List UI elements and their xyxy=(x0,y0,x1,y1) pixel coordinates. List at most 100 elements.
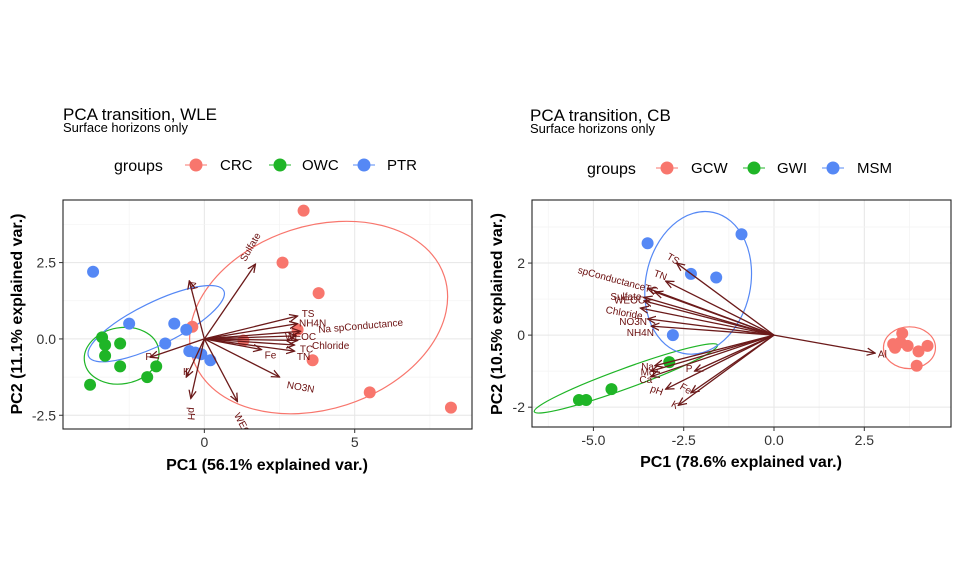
wle-point-owc xyxy=(114,337,127,350)
cb-panel-border xyxy=(531,199,952,428)
cb-loading-arrow xyxy=(655,334,775,366)
wle-loading-label: Al xyxy=(186,280,199,291)
wle-loading-arrow xyxy=(189,281,205,340)
wle-loading-arrow xyxy=(204,339,297,341)
cb-ellipse-gcw xyxy=(882,326,937,370)
cb-y-tick-label: -2 xyxy=(513,399,526,415)
wle-point-crc xyxy=(363,386,376,399)
wle-legend-key-crc: CRC xyxy=(185,157,253,174)
cb-loading-arrow xyxy=(644,301,775,336)
cb-loading-arrow xyxy=(773,334,875,353)
cb-legend: groups GCW GWI MSM xyxy=(587,160,892,178)
wle-point-owc xyxy=(84,378,97,391)
cb-x-tick-label: -5.0 xyxy=(581,432,605,448)
wle-loading-arrow xyxy=(204,338,279,377)
cb-title: PCA transition, CB xyxy=(530,106,671,125)
wle-point-crc xyxy=(276,256,289,269)
cb-point-gwi xyxy=(580,393,593,406)
wle-loading-label: pH xyxy=(185,407,197,421)
wle-point-crc xyxy=(312,287,325,300)
wle-panel: PCA transition, WLE Surface horizons onl… xyxy=(9,105,473,474)
cb-ellipse-msm xyxy=(644,210,753,355)
cb-x-tick-label: 2.5 xyxy=(855,432,875,448)
cb-loading-label: P xyxy=(686,364,693,375)
wle-loading-arrow xyxy=(204,324,297,340)
cb-loading-label: TC xyxy=(643,283,659,297)
wle-loading-arrow xyxy=(204,336,296,339)
wle-point-crc xyxy=(444,401,457,414)
wle-point-ptr xyxy=(123,317,136,330)
wle-y-axis-title: PC2 (11.1% explained var.) xyxy=(9,214,26,415)
cb-loading-label: NH4N xyxy=(627,328,654,339)
cb-loading-label: Fe xyxy=(678,382,694,398)
wle-loading-label: NO3N xyxy=(286,380,315,396)
wle-loading-arrow xyxy=(204,331,300,340)
cb-legend-label-gcw: GCW xyxy=(691,160,729,177)
wle-point-crc xyxy=(297,204,310,217)
wle-loading-arrow xyxy=(203,338,237,402)
wle-legend-key-ptr: PTR xyxy=(353,157,417,174)
wle-point-ptr xyxy=(159,337,172,350)
wle-loading-arrow xyxy=(186,338,205,377)
wle-panel-background xyxy=(63,200,472,429)
wle-legend-label-owc: OWC xyxy=(302,157,339,174)
wle-loading-arrow xyxy=(204,338,294,351)
cb-loading-label: K xyxy=(669,399,681,412)
cb-loading-label: Mg xyxy=(641,368,655,379)
wle-y-tick-label: 2.5 xyxy=(37,255,57,271)
wle-loading-label: TN xyxy=(297,352,310,363)
cb-point-msm xyxy=(641,237,654,250)
cb-loading-arrow xyxy=(651,334,775,371)
wle-x-tick-label: 0 xyxy=(200,434,208,450)
cb-loading-label: Na xyxy=(641,362,654,373)
wle-ellipse-owc xyxy=(83,326,160,385)
wle-y-tick-label: -2.5 xyxy=(32,407,56,423)
wle-loading-arrow xyxy=(204,338,294,345)
wle-loading-label: NH4N xyxy=(299,318,326,329)
wle-loading-label: Fe xyxy=(265,350,277,361)
cb-plot-area: TSTNspConductanceTCSulfateWEOCChlorideNO… xyxy=(513,199,952,448)
cb-plot-contents: TSTNspConductanceTCSulfateWEOCChlorideNO… xyxy=(533,210,937,414)
cb-y-axis-title: PC2 (10.5% explained var.) xyxy=(489,213,506,415)
cb-x-tick-label: 0.0 xyxy=(764,432,784,448)
cb-loading-label: Sulfate xyxy=(610,292,642,303)
cb-x-axis-title: PC1 (78.6% explained var.) xyxy=(640,454,842,471)
wle-point-owc xyxy=(114,360,127,373)
wle-legend-label-crc: CRC xyxy=(220,157,253,174)
cb-loading-arrow xyxy=(666,334,775,389)
cb-y-tick-label: 0 xyxy=(517,327,525,343)
cb-point-gcw xyxy=(910,359,923,372)
wle-y-tick-label: 0.0 xyxy=(37,331,57,347)
cb-loading-arrow xyxy=(666,281,775,336)
wle-loading-label: P xyxy=(145,352,152,363)
wle-title: PCA transition, WLE xyxy=(63,105,217,124)
cb-point-msm xyxy=(666,329,679,342)
cb-loading-arrow xyxy=(651,334,775,376)
cb-point-msm xyxy=(735,228,748,241)
wle-x-axis-title: PC1 (56.1% explained var.) xyxy=(166,457,368,474)
wle-x-tick-label: 5 xyxy=(351,434,359,450)
cb-panel: PCA transition, CB Surface horizons only… xyxy=(489,106,952,471)
wle-point-ptr xyxy=(180,323,193,336)
cb-point-gcw xyxy=(896,327,909,340)
cb-loading-arrow xyxy=(676,263,775,336)
wle-point-ptr xyxy=(168,317,181,330)
wle-legend: groups CRC OWC PTR xyxy=(114,157,417,175)
cb-y-tick-label: 2 xyxy=(517,255,525,271)
cb-loading-arrow xyxy=(651,326,775,336)
cb-loading-label: Al xyxy=(878,350,887,361)
wle-loading-arrow xyxy=(203,264,255,340)
wle-legend-label-ptr: PTR xyxy=(387,157,417,174)
cb-legend-label-gwi: GWI xyxy=(777,160,807,177)
cb-loading-label: TN xyxy=(652,268,668,283)
cb-point-msm xyxy=(710,271,723,284)
wle-loading-arrow xyxy=(191,338,205,399)
wle-point-ptr xyxy=(204,354,217,367)
cb-loading-label: WEOC xyxy=(614,296,645,307)
cb-loading-label: Ca xyxy=(639,375,652,386)
cb-subtitle: Surface horizons only xyxy=(530,121,656,136)
cb-loading-label: NO3N xyxy=(619,317,647,328)
cb-point-gcw xyxy=(912,345,925,358)
